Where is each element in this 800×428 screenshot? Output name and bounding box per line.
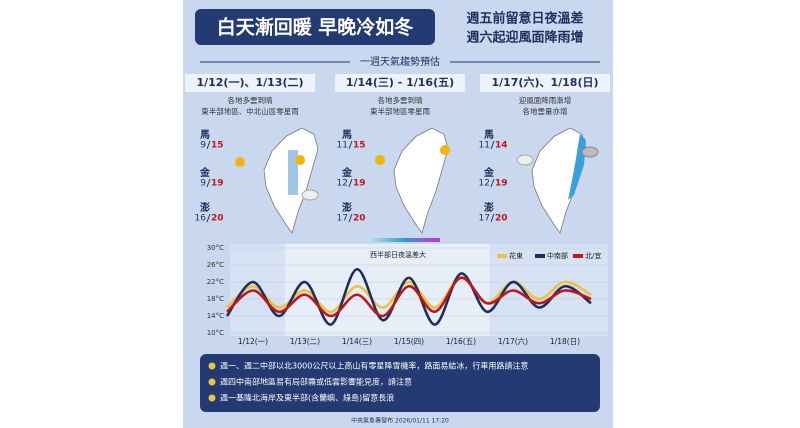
legend-label: 中南部 — [547, 251, 568, 260]
period-header: 1/17(六)、1/18(日) — [491, 75, 598, 89]
period-header: 1/12(一)、1/13(二) — [196, 76, 303, 89]
temp-high: 19 — [353, 179, 366, 189]
temp-low: 11 — [479, 141, 490, 151]
y-tick-label: 22°C — [207, 278, 224, 286]
highlight-band — [285, 244, 490, 336]
x-tick-label: 1/18(日) — [550, 337, 580, 346]
separator — [348, 213, 353, 223]
island-name: 澎 — [484, 201, 494, 214]
separator — [348, 140, 353, 150]
subtitle: 一週天氣趨勢預估 — [360, 55, 440, 68]
separator — [490, 213, 495, 223]
y-tick-label: 18°C — [207, 295, 224, 303]
header-note: 週五前留意日夜溫差 — [466, 11, 583, 27]
temp-high: 20 — [211, 214, 224, 224]
rain-area — [288, 150, 298, 195]
temp-high: 19 — [495, 179, 508, 189]
weather-icons — [235, 145, 599, 201]
chart: 10°C 14°C 18°C 22°C 26°C 30°C 1/12(一) 1/13(二) 1/… — [207, 244, 608, 346]
separator — [206, 213, 211, 223]
period-header-bg — [480, 74, 610, 92]
notes-box — [200, 354, 600, 412]
legend-label: 花東 — [509, 251, 523, 260]
island-name: 馬 — [484, 129, 494, 141]
period-desc: 各地多雲到晴 — [378, 95, 423, 105]
temp-low: 12 — [479, 179, 490, 189]
title: 白天漸回暖 早晚冷如冬 — [217, 16, 414, 39]
bullet-dot — [208, 378, 216, 386]
x-tick-label: 1/16(五) — [446, 337, 476, 346]
temp-low: 9 — [200, 141, 206, 151]
separator — [206, 178, 211, 188]
legend-swatch — [535, 254, 545, 258]
period-header-bg — [335, 74, 465, 92]
temp-high: 20 — [353, 214, 366, 224]
island-name: 金 — [483, 166, 495, 179]
temp-low: 11 — [337, 141, 348, 151]
y-tick-label: 30°C — [207, 244, 224, 252]
y-tick-label: 14°C — [207, 312, 224, 320]
temp-low: 17 — [337, 214, 348, 224]
rain-area — [568, 134, 586, 200]
island-name: 金 — [341, 166, 353, 179]
x-tick-label: 1/13(二) — [290, 337, 320, 346]
temp-high: 20 — [495, 214, 508, 224]
header-note: 週六起迎風面降雨增 — [466, 30, 583, 46]
bullets: 週一、週二中部以北3000公尺以上高山有零星降雪機率，路面易結冰，行車用路請注意… — [208, 361, 528, 403]
temp-low: 17 — [479, 214, 490, 224]
period-desc: 各地雲量亦增 — [523, 106, 568, 116]
period-header-bg — [185, 74, 315, 92]
island-name: 馬 — [200, 129, 210, 141]
annotation: 西半部日夜溫差大 — [370, 250, 426, 259]
bullet-dot — [208, 362, 216, 370]
x-tick-label: 1/17(六) — [498, 336, 528, 346]
period-header: 1/14(三) - 1/16(五) — [346, 76, 454, 89]
temp-high: 14 — [495, 141, 508, 151]
temp-low: 12 — [337, 179, 348, 189]
temp-low: 16 — [195, 214, 207, 224]
series-line — [226, 276, 592, 318]
bullet-text: 週一基隆北海岸及東半部(含蘭嶼、綠島)留意長浪 — [220, 393, 394, 403]
maps — [263, 127, 587, 242]
period-desc: 迎風面降雨漸增 — [519, 95, 572, 105]
x-tick-label: 1/14(三) — [342, 337, 372, 346]
temp-high: 15 — [211, 141, 224, 151]
island-name: 馬 — [342, 129, 352, 141]
separator — [348, 178, 353, 188]
separator — [490, 140, 495, 150]
series-line — [226, 276, 592, 314]
period-desc: 東半部地區零星雨 — [370, 106, 430, 116]
bullet-dot — [208, 394, 216, 402]
separator — [206, 140, 211, 150]
temp-high: 15 — [353, 141, 366, 151]
bullet-text: 週一、週二中部以北3000公尺以上高山有零星降雪機率，路面易結冰，行車用路請注意 — [220, 361, 528, 371]
temp-low: 9 — [200, 179, 206, 189]
island-name: 澎 — [342, 201, 352, 214]
footer: 中央氣象署發布 2026/01/11 17:20 — [351, 417, 449, 425]
island-name: 金 — [199, 166, 211, 179]
temp-high: 19 — [211, 179, 224, 189]
period-desc: 東半部地區、中北山區零星雨 — [201, 106, 299, 116]
x-tick-label: 1/12(一) — [238, 337, 268, 346]
bullet-text: 週四中南部地區易有局部霧或低雲影響能見度，請注意 — [220, 377, 412, 387]
y-tick-label: 26°C — [207, 261, 224, 269]
island-name: 澎 — [200, 201, 210, 214]
title-box — [195, 9, 435, 45]
colorbar — [370, 238, 440, 242]
y-tick-label: 10°C — [207, 329, 224, 337]
legend-label: 北/宜 — [585, 251, 601, 260]
legend-swatch — [497, 254, 507, 258]
legend-swatch — [573, 254, 583, 258]
period-desc: 各地多雲到晴 — [228, 95, 273, 105]
x-tick-label: 1/15(四) — [394, 337, 424, 346]
separator — [490, 178, 495, 188]
